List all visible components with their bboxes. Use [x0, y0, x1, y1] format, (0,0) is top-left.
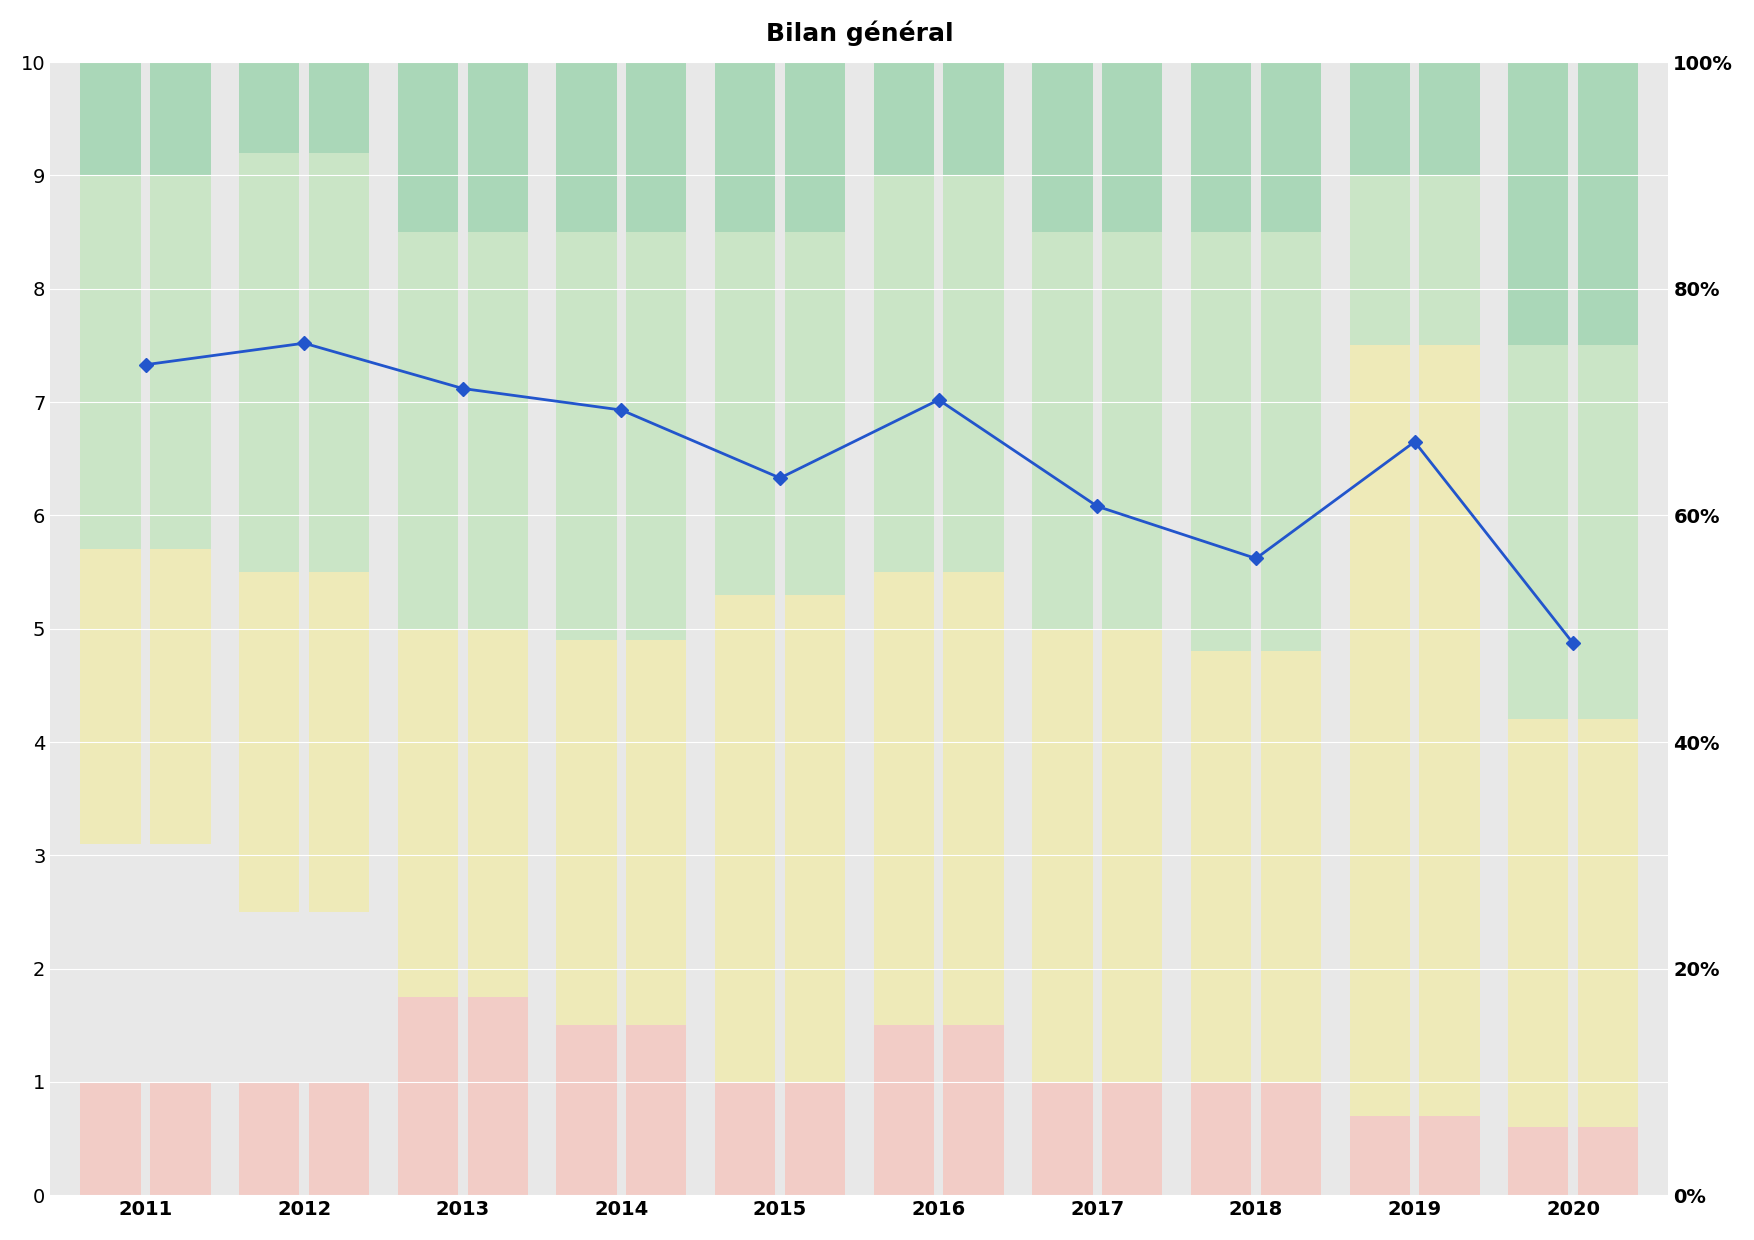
Bar	[1508, 1127, 1568, 1195]
Bar	[151, 62, 210, 176]
Bar	[1102, 62, 1163, 232]
Bar	[468, 629, 528, 997]
Bar	[398, 629, 458, 997]
Bar	[151, 1083, 210, 1195]
Bar	[1419, 62, 1480, 176]
Bar	[944, 1025, 1003, 1195]
Bar	[151, 549, 210, 844]
Bar	[873, 572, 933, 1025]
Bar	[239, 62, 300, 153]
Bar	[81, 176, 140, 549]
Bar	[81, 1083, 140, 1195]
Bar	[81, 549, 140, 844]
Bar	[239, 572, 300, 913]
Bar	[944, 572, 1003, 1025]
Bar	[556, 640, 617, 1025]
Bar	[1349, 1116, 1410, 1195]
Bar	[468, 997, 528, 1195]
Bar	[1191, 232, 1251, 651]
Bar	[239, 153, 300, 572]
Bar	[784, 1083, 845, 1195]
Bar	[1508, 719, 1568, 1127]
Bar	[1191, 1083, 1251, 1195]
Bar	[1102, 232, 1163, 629]
Bar	[626, 232, 686, 640]
Bar	[398, 232, 458, 629]
Bar	[239, 1083, 300, 1195]
Bar	[1349, 176, 1410, 346]
Bar	[1579, 62, 1638, 346]
Bar	[1261, 62, 1321, 232]
Bar	[716, 595, 775, 1083]
Bar	[468, 62, 528, 232]
Bar	[716, 1083, 775, 1195]
Bar	[944, 176, 1003, 572]
Bar	[1261, 232, 1321, 651]
Bar	[944, 62, 1003, 176]
Bar	[1102, 1083, 1163, 1195]
Bar	[1419, 346, 1480, 1116]
Bar	[556, 232, 617, 640]
Bar	[873, 176, 933, 572]
Bar	[398, 62, 458, 232]
Bar	[1419, 1116, 1480, 1195]
Bar	[309, 1083, 368, 1195]
Bar	[1579, 1127, 1638, 1195]
Bar	[1033, 62, 1093, 232]
Bar	[309, 572, 368, 913]
Bar	[556, 62, 617, 232]
Bar	[81, 62, 140, 176]
Bar	[784, 62, 845, 232]
Bar	[398, 997, 458, 1195]
Title: Bilan général: Bilan général	[765, 21, 952, 46]
Bar	[1033, 232, 1093, 629]
Bar	[626, 640, 686, 1025]
Bar	[151, 176, 210, 549]
Bar	[1033, 629, 1093, 1083]
Bar	[1419, 176, 1480, 346]
Bar	[1191, 62, 1251, 232]
Bar	[626, 1025, 686, 1195]
Bar	[309, 153, 368, 572]
Bar	[1261, 651, 1321, 1083]
Bar	[873, 1025, 933, 1195]
Bar	[1508, 62, 1568, 346]
Bar	[716, 232, 775, 595]
Bar	[1261, 1083, 1321, 1195]
Bar	[1579, 346, 1638, 719]
Bar	[1191, 651, 1251, 1083]
Bar	[1033, 1083, 1093, 1195]
Bar	[556, 1025, 617, 1195]
Bar	[1349, 62, 1410, 176]
Bar	[626, 62, 686, 232]
Bar	[784, 595, 845, 1083]
Bar	[784, 232, 845, 595]
Bar	[1508, 346, 1568, 719]
Bar	[873, 62, 933, 176]
Bar	[468, 232, 528, 629]
Bar	[1102, 629, 1163, 1083]
Bar	[309, 62, 368, 153]
Bar	[716, 62, 775, 232]
Bar	[1349, 346, 1410, 1116]
Bar	[1579, 719, 1638, 1127]
